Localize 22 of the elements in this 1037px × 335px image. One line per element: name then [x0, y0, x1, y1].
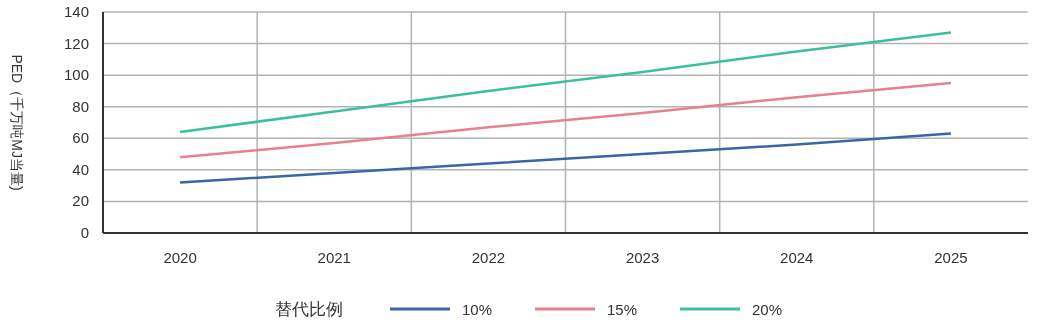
y-tick-label: 20: [72, 192, 89, 210]
y-tick-label: 0: [80, 224, 89, 241]
y-tick-label: 80: [72, 97, 89, 115]
y-tick-label: 60: [72, 129, 89, 147]
x-tick-label: 2020: [163, 249, 197, 266]
y-tick-label: 100: [63, 66, 89, 84]
legend-label: 15%: [607, 301, 638, 318]
x-tick-label: 2021: [317, 249, 351, 266]
y-axis-title: PED（千万吨MJ当量): [9, 54, 25, 191]
legend-label: 20%: [752, 301, 783, 318]
x-tick-label: 2023: [625, 249, 660, 266]
y-tick-label: 140: [63, 3, 89, 20]
legend-title: 替代比例: [275, 300, 343, 319]
line-series: [178, 132, 953, 184]
x-tick-label: 2024: [780, 249, 814, 266]
legend-label: 10%: [462, 301, 493, 318]
x-tick-label: 2022: [471, 249, 506, 266]
line-series: [178, 31, 953, 134]
x-tick-label: 2025: [934, 249, 968, 266]
y-tick-label: 40: [72, 160, 89, 178]
line-series: [178, 81, 953, 159]
y-tick-label: 120: [63, 34, 89, 52]
